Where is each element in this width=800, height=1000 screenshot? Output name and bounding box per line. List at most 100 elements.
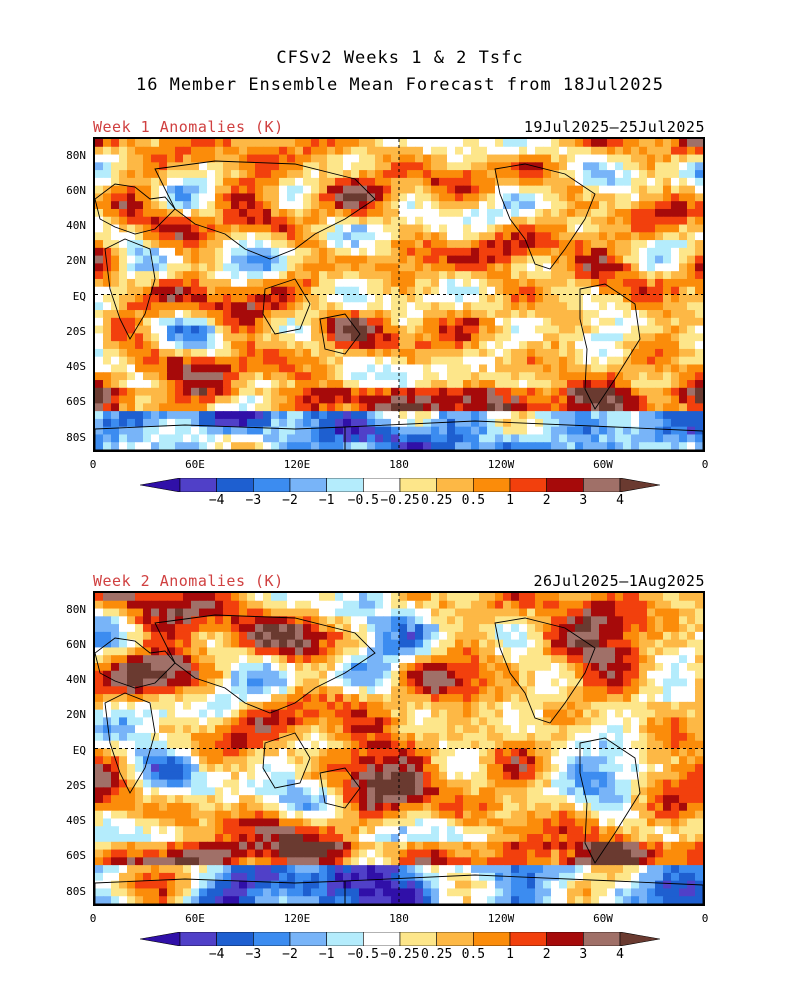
field-cell	[183, 701, 192, 711]
field-cell	[127, 764, 136, 773]
field-cell	[695, 387, 703, 397]
field-cell	[455, 442, 464, 450]
field-cell	[471, 639, 480, 649]
field-cell	[551, 193, 560, 202]
field-cell	[431, 154, 440, 163]
field-cell	[199, 232, 208, 241]
field-cell	[311, 208, 320, 218]
field-cell	[599, 608, 608, 617]
field-cell	[655, 442, 664, 450]
field-cell	[175, 678, 184, 687]
field-cell	[199, 286, 208, 296]
field-cell	[583, 232, 592, 241]
field-cell	[319, 224, 328, 233]
field-cell	[695, 434, 703, 443]
field-cell	[375, 310, 384, 319]
field-cell	[551, 608, 560, 617]
field-cell	[191, 380, 200, 389]
field-cell	[487, 725, 496, 734]
field-cell	[375, 624, 384, 633]
field-cell	[503, 247, 512, 257]
field-cell	[143, 154, 152, 163]
field-cell	[111, 756, 120, 765]
field-cell	[535, 162, 544, 171]
field-cell	[487, 325, 496, 334]
field-cell	[647, 608, 656, 617]
field-cell	[231, 348, 240, 358]
field-cell	[511, 208, 520, 218]
field-cell	[223, 647, 232, 656]
field-cell	[295, 146, 304, 156]
field-cell	[631, 639, 640, 649]
field-cell	[415, 201, 424, 210]
field-cell	[471, 372, 480, 381]
field-cell	[351, 631, 360, 641]
field-cell	[431, 678, 440, 687]
field-cell	[455, 201, 464, 210]
field-cell	[231, 624, 240, 633]
field-cell	[399, 725, 408, 734]
field-cell	[655, 278, 664, 288]
field-cell	[151, 709, 160, 719]
field-cell	[487, 442, 496, 450]
field-cell	[399, 201, 408, 210]
field-cell	[663, 185, 672, 195]
field-cell	[495, 356, 504, 366]
field-cell	[599, 255, 608, 265]
field-cell	[103, 224, 112, 233]
field-cell	[671, 764, 680, 773]
field-cell	[487, 341, 496, 350]
field-cell	[631, 670, 640, 680]
field-cell	[231, 294, 240, 303]
field-cell	[111, 162, 120, 171]
field-cell	[591, 779, 600, 788]
field-cell	[607, 593, 616, 602]
field-cell	[559, 740, 568, 750]
field-cell	[623, 771, 632, 781]
field-cell	[591, 639, 600, 649]
field-cell	[231, 426, 240, 436]
field-cell	[95, 442, 104, 450]
field-cell	[271, 162, 280, 171]
field-cell	[223, 631, 232, 641]
field-cell	[631, 701, 640, 711]
field-cell	[327, 639, 336, 649]
field-cell	[567, 302, 576, 311]
field-cell	[247, 647, 256, 656]
field-cell	[607, 771, 616, 781]
field-cell	[551, 317, 560, 327]
field-cell	[207, 146, 216, 156]
field-cell	[599, 325, 608, 334]
field-cell	[383, 302, 392, 311]
field-cell	[247, 271, 256, 280]
field-cell	[527, 278, 536, 288]
field-cell	[599, 411, 608, 420]
field-cell	[639, 294, 648, 303]
field-cell	[183, 372, 192, 381]
field-cell	[471, 162, 480, 171]
field-cell	[303, 709, 312, 719]
field-cell	[383, 411, 392, 420]
field-cell	[375, 154, 384, 163]
field-cell	[271, 387, 280, 397]
field-cell	[399, 341, 408, 350]
field-cell	[671, 310, 680, 319]
field-cell	[271, 325, 280, 334]
field-cell	[487, 593, 496, 602]
field-cell	[487, 201, 496, 210]
field-cell	[335, 608, 344, 617]
field-cell	[119, 317, 128, 327]
field-cell	[191, 317, 200, 327]
field-cell	[591, 403, 600, 412]
field-cell	[279, 779, 288, 788]
field-cell	[535, 740, 544, 750]
field-cell	[543, 162, 552, 171]
field-cell	[287, 286, 296, 296]
field-cell	[287, 600, 296, 610]
field-cell	[519, 434, 528, 443]
field-cell	[623, 732, 632, 742]
field-cell	[231, 442, 240, 450]
field-cell	[591, 678, 600, 687]
field-cell	[263, 263, 272, 272]
field-cell	[143, 317, 152, 327]
